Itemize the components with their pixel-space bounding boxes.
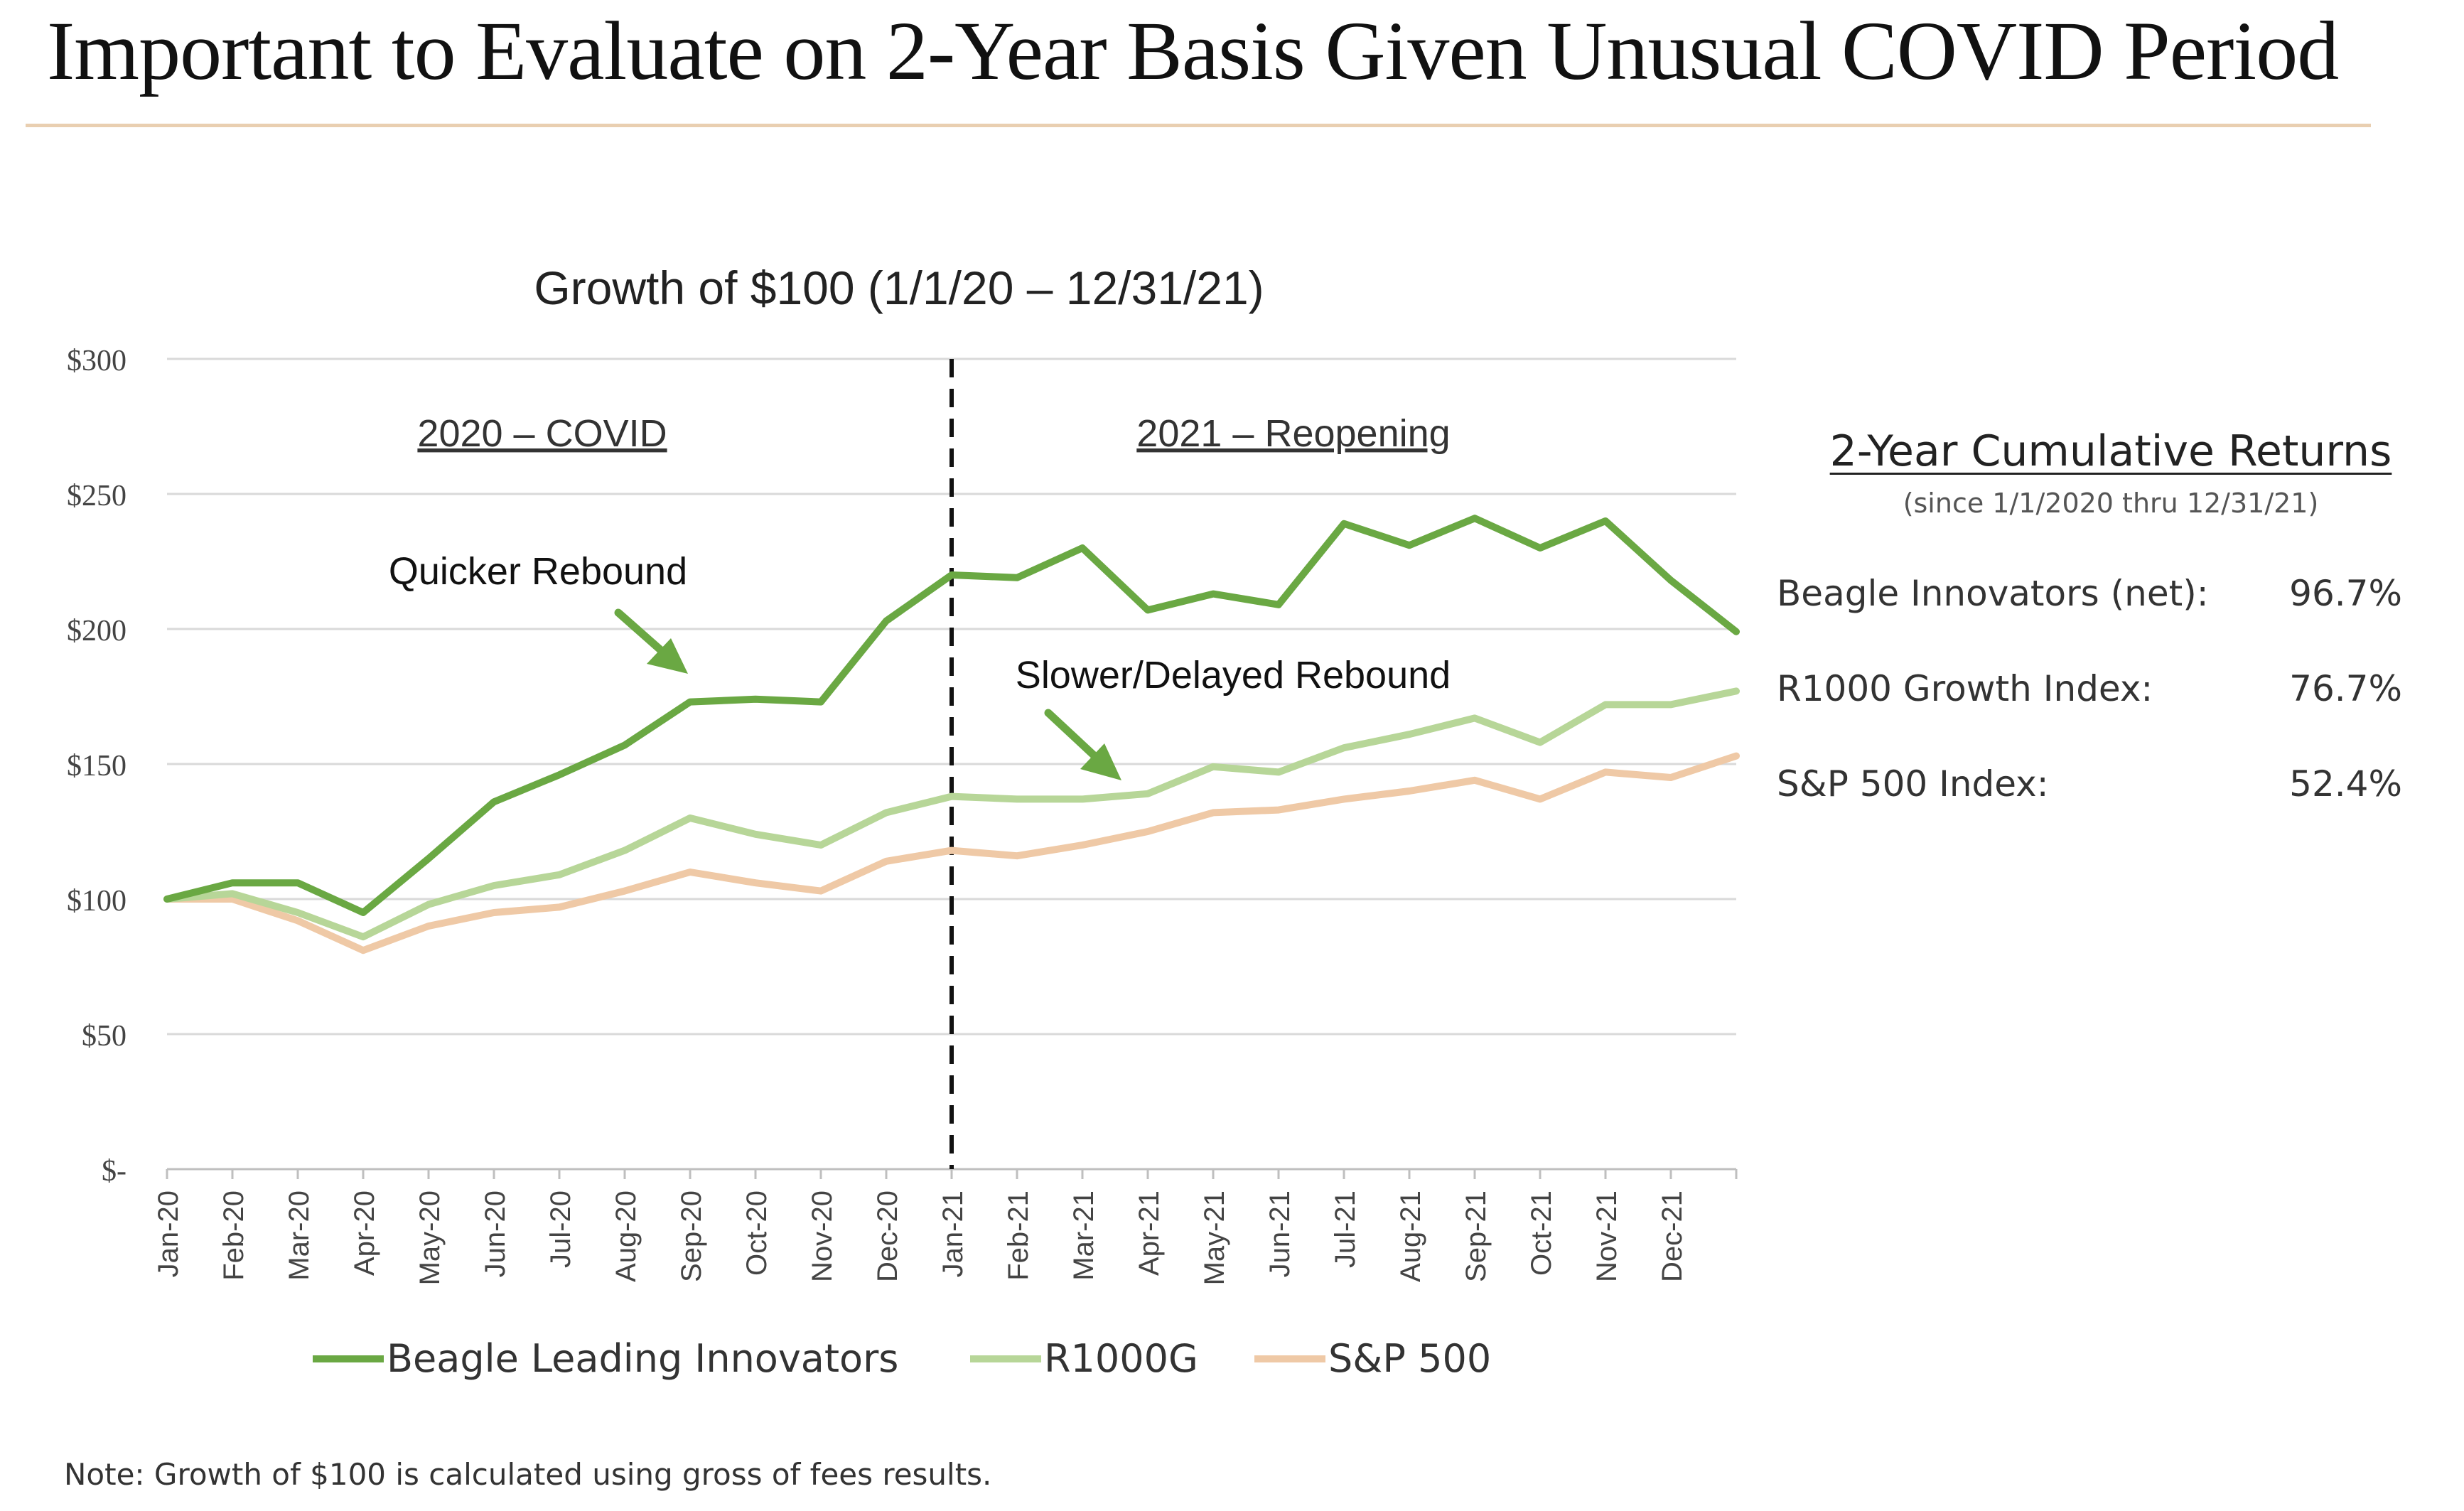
- summary-subtitle: (since 1/1/2020 thru 12/31/21): [1903, 488, 2319, 519]
- series-line: [163, 515, 1740, 916]
- x-tick-label: Dec-21: [1657, 1190, 1688, 1282]
- x-tick-label: Oct-20: [741, 1190, 773, 1276]
- series-line: [163, 752, 1740, 955]
- x-tick-label: Apr-21: [1134, 1190, 1165, 1276]
- summary-title: 2-Year Cumulative Returns: [1829, 426, 2392, 476]
- y-tick-label: $150: [67, 750, 127, 783]
- y-axis: $- $50 $100 $150 $200 $250 $300: [67, 345, 127, 1188]
- footnote: Note: Growth of $100 is calculated using…: [64, 1457, 992, 1492]
- quicker-rebound-arrow-icon: [614, 608, 688, 674]
- x-tick-label: Jan-20: [153, 1190, 184, 1277]
- period-label-2021: 2021 – Reopening: [1136, 412, 1450, 455]
- y-tick-label: $100: [67, 885, 127, 918]
- chart-legend: Beagle Leading Innovators R1000G S&P 500: [313, 1336, 1491, 1381]
- x-tick-label: Nov-21: [1591, 1190, 1623, 1282]
- x-tick-label: Jan-21: [937, 1190, 969, 1277]
- slower-rebound-label: Slower/Delayed Rebound: [1016, 654, 1451, 697]
- summary-row: Beagle Innovators (net): 96.7%: [1777, 573, 2402, 623]
- chart-annotations: 2020 – COVID 2021 – Reopening Quicker Re…: [389, 412, 1451, 780]
- summary-row-value: 96.7%: [2289, 573, 2402, 614]
- x-axis: Jan-20 Feb-20 Mar-20 Apr-20 May-20 Jun-20 Jul-…: [153, 1169, 1738, 1285]
- series-line: [163, 687, 1740, 941]
- y-tick-label: $50: [82, 1020, 127, 1053]
- x-tick-label: Oct-21: [1526, 1190, 1557, 1276]
- x-tick-label: Aug-20: [610, 1190, 642, 1282]
- x-tick-label: Dec-20: [872, 1190, 903, 1282]
- chart-title: Growth of $100 (1/1/20 – 12/31/21): [534, 262, 1264, 314]
- summary-row: S&P 500 Index: 52.4%: [1777, 763, 2402, 813]
- x-tick-label: Mar-21: [1068, 1190, 1099, 1281]
- period-label-2020: 2020 – COVID: [417, 412, 667, 455]
- x-tick-label: Aug-21: [1395, 1190, 1426, 1282]
- legend-label: S&P 500: [1328, 1336, 1491, 1381]
- legend-label: Beagle Leading Innovators: [387, 1336, 898, 1381]
- quicker-rebound-label: Quicker Rebound: [389, 550, 687, 593]
- summary-row-label: Beagle Innovators (net):: [1777, 573, 2209, 614]
- y-tick-label: $250: [67, 480, 127, 512]
- x-tick-label: Jun-21: [1264, 1190, 1296, 1277]
- x-tick-label: Jul-20: [545, 1190, 576, 1268]
- title-divider: [26, 124, 2371, 127]
- legend-label: R1000G: [1044, 1336, 1198, 1381]
- x-tick-label: Apr-20: [349, 1190, 380, 1276]
- summary-row-value: 52.4%: [2289, 763, 2402, 805]
- x-tick-label: May-20: [414, 1190, 446, 1285]
- x-tick-label: May-21: [1199, 1190, 1230, 1285]
- x-tick-label: Sep-20: [676, 1190, 707, 1282]
- x-tick-label: Sep-21: [1460, 1190, 1492, 1282]
- summary-row-label: R1000 Growth Index:: [1777, 668, 2153, 709]
- summary-row-label: S&P 500 Index:: [1777, 763, 2049, 805]
- series-lines: [163, 515, 1740, 955]
- y-tick-label: $200: [67, 615, 127, 647]
- x-tick-label: Jun-20: [480, 1190, 511, 1277]
- slower-rebound-arrow-icon: [1044, 709, 1121, 780]
- x-tick-label: Jul-21: [1330, 1190, 1361, 1268]
- x-tick-label: Mar-20: [284, 1190, 315, 1281]
- y-tick-label: $300: [67, 345, 127, 377]
- slide-title: Important to Evaluate on 2-Year Basis Gi…: [47, 4, 2339, 97]
- y-tick-label: $-: [102, 1155, 127, 1188]
- x-tick-label: Feb-20: [218, 1190, 249, 1281]
- x-tick-label: Feb-21: [1003, 1190, 1034, 1281]
- x-tick-label: Nov-20: [807, 1190, 838, 1282]
- summary-row: R1000 Growth Index: 76.7%: [1777, 668, 2402, 718]
- summary-row-value: 76.7%: [2289, 668, 2402, 709]
